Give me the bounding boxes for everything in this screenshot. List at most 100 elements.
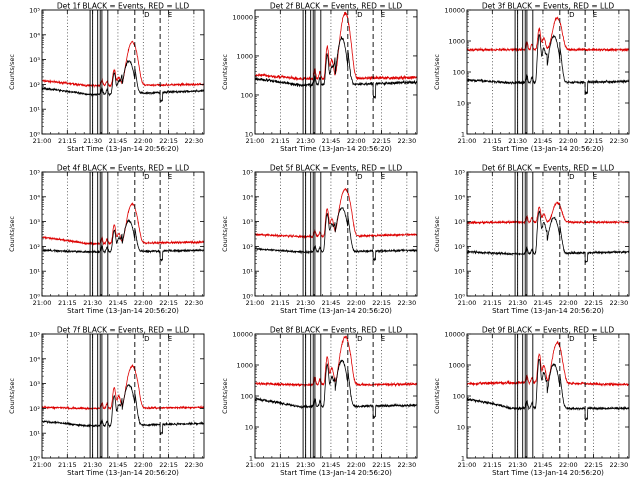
chart-title: Det 1f BLACK = Events, RED = LLD <box>57 2 190 11</box>
series-group <box>42 40 204 102</box>
y-tick-label: 10 <box>457 100 465 108</box>
marker-label: D <box>569 173 574 181</box>
y-tick-label: 10¹ <box>454 268 465 276</box>
y-tick-label: 10000 <box>232 13 253 21</box>
events-series-line <box>467 210 629 263</box>
x-tick-label: 21:45 <box>322 299 341 307</box>
x-tick-label: 21:30 <box>296 461 315 469</box>
x-tick-label: 21:15 <box>271 137 290 145</box>
x-tick-label: 21:30 <box>508 299 527 307</box>
y-tick-label: 10⁰ <box>29 293 40 301</box>
y-tick-label: 10 <box>245 131 253 139</box>
chart-title: Det 7f BLACK = Events, RED = LLD <box>57 326 190 335</box>
y-tick-label: 1 <box>249 455 253 463</box>
x-tick-label: 21:45 <box>322 461 341 469</box>
y-tick-label: 1000 <box>236 362 253 370</box>
marker-label: E <box>168 11 172 19</box>
chart-panel-2: D E 21:00 21:15 21:30 21:45 22:00 22:15 22:30 10 1… <box>221 2 418 153</box>
marker-label: D <box>144 335 149 343</box>
y-tick-label: 100 <box>453 393 465 401</box>
y-tick-label: 10000 <box>444 331 465 339</box>
x-tick-label: 22:15 <box>584 299 603 307</box>
chart-title: Det 4f BLACK = Events, RED = LLD <box>57 164 190 173</box>
events-series-line <box>42 218 204 262</box>
marker-label: D <box>144 11 149 19</box>
y-tick-label: 10⁴ <box>242 193 253 201</box>
y-tick-label: 1 <box>461 131 465 139</box>
marker-label: D <box>357 173 362 181</box>
series-group <box>255 11 417 99</box>
series-group <box>255 187 417 262</box>
marker-label: E <box>381 173 385 181</box>
y-tick-label: 10000 <box>232 331 253 339</box>
y-tick-label: 10⁰ <box>29 131 40 139</box>
y-axis-label: Counts/sec <box>433 54 441 90</box>
x-tick-label: 21:45 <box>534 299 553 307</box>
chart-title: Det 8f BLACK = Events, RED = LLD <box>270 326 403 335</box>
y-axis-label: Counts/sec <box>8 216 16 252</box>
y-axis-label: Counts/sec <box>221 54 229 90</box>
x-tick-label: 22:30 <box>610 299 629 307</box>
plot-frame <box>466 9 630 135</box>
y-tick-label: 10³ <box>242 218 253 226</box>
y-tick-label: 10000 <box>444 7 465 15</box>
x-tick-label: 22:30 <box>610 461 629 469</box>
marker-label: E <box>168 335 172 343</box>
x-tick-label: 22:00 <box>134 461 153 469</box>
y-tick-label: 10⁴ <box>29 355 40 363</box>
marker-label: E <box>593 335 597 343</box>
plot-frame <box>41 333 205 459</box>
x-tick-label: 21:00 <box>458 461 477 469</box>
events-series-line <box>255 207 417 262</box>
lld-series-line <box>467 340 629 387</box>
events-series-line <box>467 358 629 421</box>
x-tick-label: 22:15 <box>159 137 178 145</box>
marker-label: E <box>381 11 385 19</box>
y-tick-label: 100 <box>453 69 465 77</box>
x-tick-label: 21:00 <box>33 137 52 145</box>
x-tick-label: 21:15 <box>58 137 77 145</box>
y-tick-label: 10⁴ <box>454 193 465 201</box>
plot-frame <box>254 9 418 135</box>
y-tick-label: 10⁵ <box>454 169 465 177</box>
x-tick-label: 21:30 <box>296 299 315 307</box>
chart-title: Det 9f BLACK = Events, RED = LLD <box>482 326 615 335</box>
x-tick-label: 22:00 <box>347 461 366 469</box>
marker-label: D <box>144 173 149 181</box>
x-tick-label: 21:00 <box>458 137 477 145</box>
y-tick-label: 10⁰ <box>29 455 40 463</box>
y-tick-label: 1000 <box>236 52 253 60</box>
y-axis-label: Counts/sec <box>221 378 229 414</box>
marker-label: D <box>569 11 574 19</box>
y-tick-label: 10⁵ <box>29 169 40 177</box>
plot-frame <box>254 333 418 459</box>
y-tick-label: 10⁰ <box>242 293 253 301</box>
y-axis-label: Counts/sec <box>8 378 16 414</box>
y-tick-label: 10¹ <box>29 268 40 276</box>
chart-panel-5: D E 21:00 21:15 21:30 21:45 22:00 22:15 22:30 10⁰… <box>221 164 418 315</box>
y-tick-label: 10⁴ <box>29 31 40 39</box>
x-tick-label: 21:00 <box>246 461 265 469</box>
x-tick-label: 22:00 <box>134 137 153 145</box>
x-tick-label: 21:45 <box>534 137 553 145</box>
marker-label: D <box>357 11 362 19</box>
y-tick-label: 1000 <box>448 38 465 46</box>
x-tick-label: 22:30 <box>185 137 204 145</box>
plot-frame <box>466 333 630 459</box>
x-axis-label: Start Time (13-Jan-14 20:56:20) <box>492 307 604 315</box>
x-tick-label: 21:45 <box>322 137 341 145</box>
y-axis-label: Counts/sec <box>433 216 441 252</box>
x-tick-label: 21:15 <box>58 299 77 307</box>
chart-panel-7: D E 21:00 21:15 21:30 21:45 22:00 22:15 22:30 10⁰… <box>8 326 205 477</box>
y-tick-label: 10³ <box>29 56 40 64</box>
x-tick-label: 21:00 <box>246 137 265 145</box>
x-tick-label: 22:15 <box>372 137 391 145</box>
lld-series-line <box>255 335 417 388</box>
y-axis-label: Counts/sec <box>221 216 229 252</box>
x-tick-label: 21:30 <box>83 299 102 307</box>
x-tick-label: 21:30 <box>296 137 315 145</box>
y-tick-label: 10³ <box>29 218 40 226</box>
y-tick-label: 100 <box>241 91 253 99</box>
y-tick-label: 10² <box>242 243 253 251</box>
events-series-line <box>255 359 417 420</box>
